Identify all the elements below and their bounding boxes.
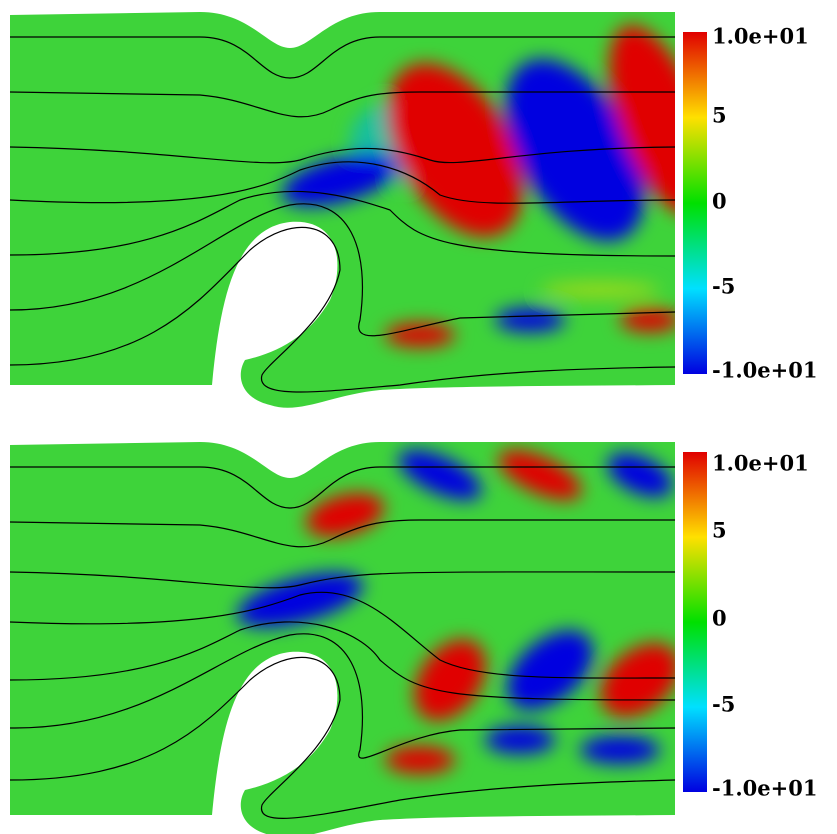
panel: 1.0e+01 5 0 -5 -1.0e+01 <box>9 12 817 408</box>
colorbar-label: 0 <box>712 606 727 631</box>
colorbar-label: -1.0e+01 <box>712 776 817 801</box>
colorbar <box>683 452 707 792</box>
colorbar-label: -5 <box>712 274 735 299</box>
colorbar-label: 1.0e+01 <box>712 24 809 49</box>
colorbar <box>683 32 707 374</box>
panel: 1.0e+01 5 0 -5 -1.0e+01 <box>9 442 817 834</box>
streamlines <box>9 466 676 819</box>
colorbar-label: 5 <box>712 518 727 543</box>
colorbar-label: -5 <box>712 692 735 717</box>
colorbar-label: 1.0e+01 <box>712 451 809 476</box>
streamlines <box>9 36 676 393</box>
field <box>281 25 675 347</box>
colorbar-label: -1.0e+01 <box>712 358 817 383</box>
colorbar-label: 0 <box>712 189 727 214</box>
colorbar-label: 5 <box>712 103 727 128</box>
